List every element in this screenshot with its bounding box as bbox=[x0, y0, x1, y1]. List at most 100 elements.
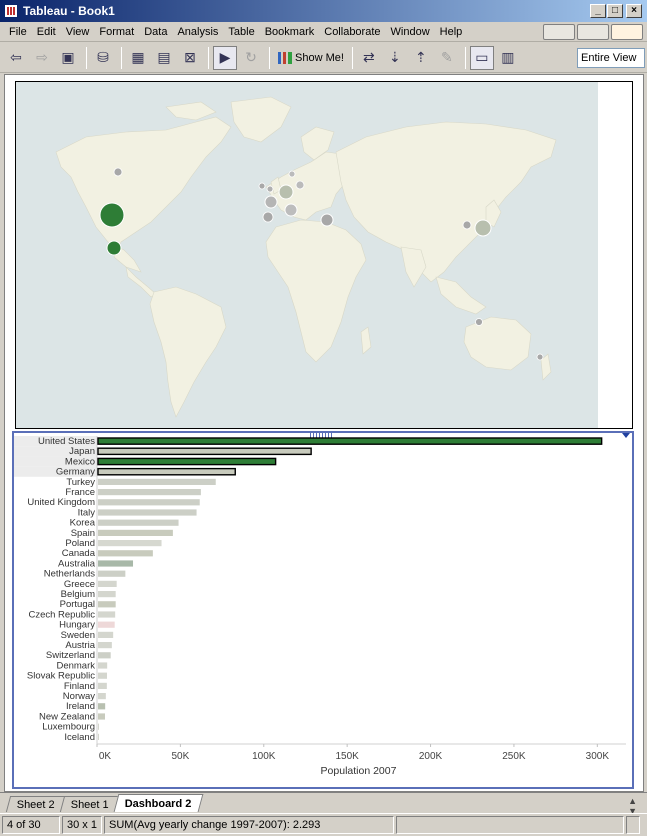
status-empty bbox=[396, 816, 624, 834]
selected-row-highlight bbox=[14, 456, 97, 467]
x-tick-label: 100K bbox=[252, 751, 276, 762]
back-icon[interactable]: ⇦ bbox=[10, 49, 22, 65]
category-label: Mexico bbox=[65, 456, 95, 467]
menu-window[interactable]: Window bbox=[390, 25, 430, 38]
australia-land bbox=[463, 316, 532, 371]
minimize-icon[interactable]: _ bbox=[590, 4, 606, 18]
menu-format[interactable]: Format bbox=[99, 25, 135, 38]
mark-japan bbox=[474, 219, 492, 237]
auto-update-icon[interactable]: ▶ bbox=[213, 45, 237, 70]
map-marks bbox=[99, 167, 544, 361]
bar bbox=[98, 662, 108, 669]
menu-help[interactable]: Help bbox=[439, 25, 463, 38]
bar bbox=[98, 580, 117, 587]
bar bbox=[98, 672, 108, 679]
category-label: Austria bbox=[65, 640, 95, 651]
bar bbox=[98, 478, 216, 485]
bar bbox=[98, 560, 134, 567]
sort-ascending-icon[interactable]: ⇣ bbox=[389, 49, 401, 65]
new-zealand-land bbox=[540, 353, 552, 381]
menu-data[interactable]: Data bbox=[144, 25, 168, 38]
madagascar-land bbox=[360, 326, 372, 355]
category-label: Belgium bbox=[61, 589, 95, 600]
connect-data-icon[interactable]: ⛁ bbox=[97, 49, 109, 65]
category-label: Japan bbox=[69, 446, 95, 457]
tab-sheet-2-label: Sheet 2 bbox=[16, 798, 55, 811]
bar bbox=[98, 591, 116, 598]
southeast-asia-land bbox=[435, 276, 487, 315]
toolbar: ⇦ ⇨ ▣ ⛁ ▦ ▤ ⊠ ▶ ↻ Show Me! ⇄ ⇣ ⇡ ✎ ▭ ▥ bbox=[0, 43, 647, 73]
status-summary: SUM(Avg yearly change 1997-2007): 2.293 bbox=[104, 816, 394, 834]
india-land bbox=[400, 246, 427, 288]
resize-grip-icon[interactable] bbox=[626, 816, 640, 834]
bar bbox=[98, 601, 116, 608]
category-label: Canada bbox=[62, 548, 96, 559]
tab-scroll-icon[interactable]: ▲ ▼ bbox=[628, 796, 637, 816]
category-label: Switzerland bbox=[46, 650, 95, 661]
tab-sheet-2[interactable]: Sheet 2 bbox=[5, 796, 67, 812]
category-label: Denmark bbox=[56, 660, 95, 671]
selected-row-highlight bbox=[14, 436, 97, 447]
highlight-icon[interactable]: ✎ bbox=[441, 49, 453, 65]
chevron-down-icon[interactable] bbox=[622, 433, 630, 438]
x-tick-label: 250K bbox=[502, 751, 526, 762]
bar bbox=[98, 693, 106, 700]
menu-table[interactable]: Table bbox=[228, 25, 255, 38]
swap-rows-columns-icon[interactable]: ⇄ bbox=[363, 49, 375, 65]
save-icon[interactable]: ▣ bbox=[61, 49, 75, 65]
show-me-button[interactable]: Show Me! bbox=[274, 46, 348, 70]
bar bbox=[98, 631, 114, 638]
tab-dashboard-2[interactable]: Dashboard 2 bbox=[113, 794, 203, 812]
category-label: Czech Republic bbox=[28, 609, 95, 620]
drag-grip-icon[interactable] bbox=[310, 433, 334, 438]
new-worksheet-icon[interactable]: ▦ bbox=[131, 49, 145, 65]
bar-chart-view[interactable]: United States Japan Mexico Germany Turkey Fra… bbox=[12, 431, 634, 789]
fit-dropdown[interactable]: Entire View bbox=[577, 48, 645, 68]
mark-france bbox=[264, 195, 278, 209]
bar bbox=[98, 519, 179, 526]
maximize-icon[interactable]: □ bbox=[607, 4, 623, 18]
category-label: Sweden bbox=[61, 630, 95, 641]
menu-collaborate[interactable]: Collaborate bbox=[324, 25, 381, 38]
tableau-app-icon bbox=[4, 4, 18, 18]
sheet-view-icon[interactable] bbox=[543, 24, 575, 40]
menu-analysis[interactable]: Analysis bbox=[177, 25, 219, 38]
clear-sheet-icon[interactable]: ⊠ bbox=[184, 49, 196, 65]
world-map[interactable] bbox=[16, 82, 633, 429]
close-icon[interactable]: × bbox=[626, 4, 642, 18]
x-tick-label: 200K bbox=[419, 751, 443, 762]
bar bbox=[98, 570, 126, 577]
start-page-icon[interactable] bbox=[611, 24, 643, 40]
menu-view[interactable]: View bbox=[65, 25, 90, 38]
tab-sheet-1[interactable]: Sheet 1 bbox=[59, 796, 120, 812]
category-label: New Zealand bbox=[39, 711, 95, 722]
mark-italy bbox=[284, 203, 298, 217]
menu-edit[interactable]: Edit bbox=[36, 25, 56, 38]
mark-mexico bbox=[106, 240, 122, 256]
bar bbox=[98, 540, 162, 547]
x-tick-label: 300K bbox=[586, 751, 610, 762]
category-label: Portugal bbox=[60, 599, 95, 610]
mark-korea bbox=[462, 220, 472, 230]
category-label: Ireland bbox=[66, 701, 95, 712]
category-label: Greece bbox=[64, 579, 95, 590]
refresh-icon[interactable]: ↻ bbox=[245, 49, 257, 65]
presentation-mode-icon[interactable]: ▭ bbox=[469, 45, 494, 70]
menu-bookmark[interactable]: Bookmark bbox=[264, 25, 315, 38]
toolbar-separator bbox=[121, 46, 122, 69]
bar bbox=[98, 509, 197, 516]
forward-icon[interactable]: ⇨ bbox=[36, 49, 48, 65]
category-label: Netherlands bbox=[44, 569, 95, 580]
sorter-view-icon[interactable] bbox=[577, 24, 609, 40]
category-label: Italy bbox=[78, 507, 96, 518]
mark-turkey bbox=[320, 213, 334, 227]
menu-bar: File Edit View Format Data Analysis Tabl… bbox=[0, 22, 647, 42]
bar bbox=[97, 447, 312, 456]
x-tick-label: 50K bbox=[171, 751, 189, 762]
sort-descending-icon[interactable]: ⇡ bbox=[415, 49, 427, 65]
duplicate-sheet-icon[interactable]: ▤ bbox=[157, 49, 171, 65]
map-view[interactable] bbox=[15, 81, 633, 429]
menu-file[interactable]: File bbox=[9, 25, 27, 38]
fit-options-icon[interactable]: ▥ bbox=[501, 49, 515, 65]
category-label: Iceland bbox=[64, 732, 95, 743]
